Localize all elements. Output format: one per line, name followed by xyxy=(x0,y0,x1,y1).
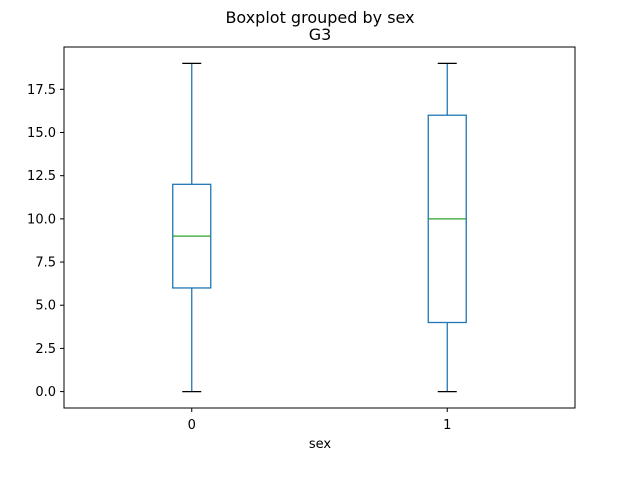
y-tick-label: 17.5 xyxy=(27,83,56,98)
axes-frame xyxy=(63,46,576,409)
y-tick-label: 0.0 xyxy=(35,385,56,400)
y-tick-label: 7.5 xyxy=(35,256,56,271)
x-axis-label: sex xyxy=(309,437,332,452)
x-tick-label: 0 xyxy=(188,418,196,433)
y-tick-label: 2.5 xyxy=(35,342,56,357)
chart-suptitle: Boxplot grouped by sex xyxy=(225,8,414,27)
chart-title: G3 xyxy=(309,25,332,44)
x-tick-label: 1 xyxy=(443,418,451,433)
y-tick-label: 10.0 xyxy=(27,212,56,227)
plot-area: 0.0 2.5 5.0 7.5 10.0 12.5 15.0 17.5 0 1 xyxy=(27,62,467,433)
y-tick-label: 12.5 xyxy=(27,169,56,184)
y-tick-label: 15.0 xyxy=(27,126,56,141)
y-tick-label: 5.0 xyxy=(35,299,56,314)
